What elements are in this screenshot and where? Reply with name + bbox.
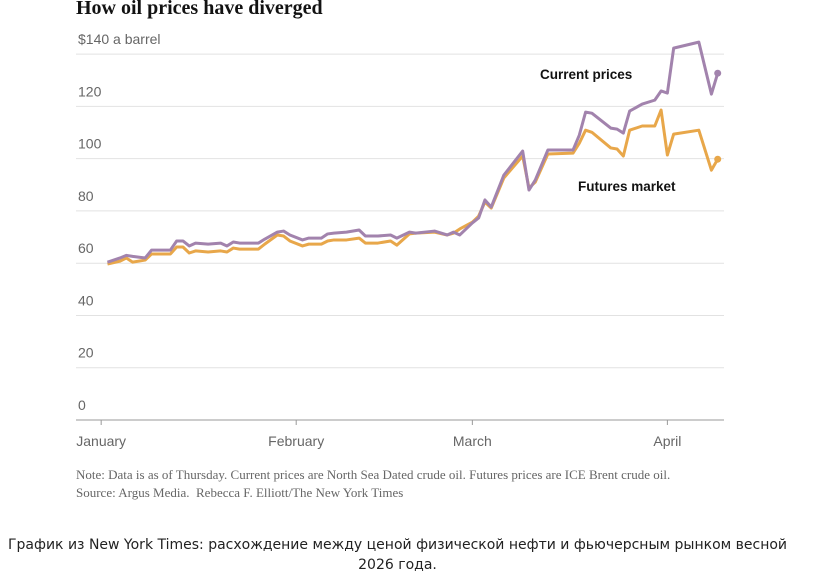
series-label: Futures market <box>578 179 676 194</box>
y-tick-label: 40 <box>78 292 94 308</box>
caption: График из New York Times: расхождение ме… <box>7 537 788 573</box>
y-tick-label: 60 <box>78 240 94 256</box>
chart-title: How oil prices have diverged <box>76 0 323 19</box>
y-tick-label: 100 <box>78 136 102 152</box>
x-tick-label: January <box>76 433 126 449</box>
y-tick-label: 20 <box>78 345 94 361</box>
note-text: Note: Data is as of Thursday. Current pr… <box>76 467 671 482</box>
series-line <box>107 108 720 266</box>
series-label: Current prices <box>540 67 632 82</box>
credit: Rebecca F. Elliott/The New York Times <box>196 485 404 500</box>
source: Source: Argus Media. <box>76 485 190 500</box>
y-tick-label: 0 <box>78 397 86 413</box>
x-tick-label: February <box>268 433 324 449</box>
x-tick-label: March <box>453 433 492 449</box>
chart: How oil prices have diverged 0 20 40 60 80 10… <box>76 0 724 449</box>
x-tick-label: April <box>653 433 681 449</box>
y-tick-label: 80 <box>78 188 94 204</box>
series-line <box>106 40 720 264</box>
y-tick-label: 120 <box>78 83 102 99</box>
end-point <box>714 155 722 163</box>
y-tick-label: $140 a barrel <box>78 31 161 47</box>
end-point <box>714 69 722 77</box>
note: Note: Data is as of Thursday. Current pr… <box>76 466 701 502</box>
